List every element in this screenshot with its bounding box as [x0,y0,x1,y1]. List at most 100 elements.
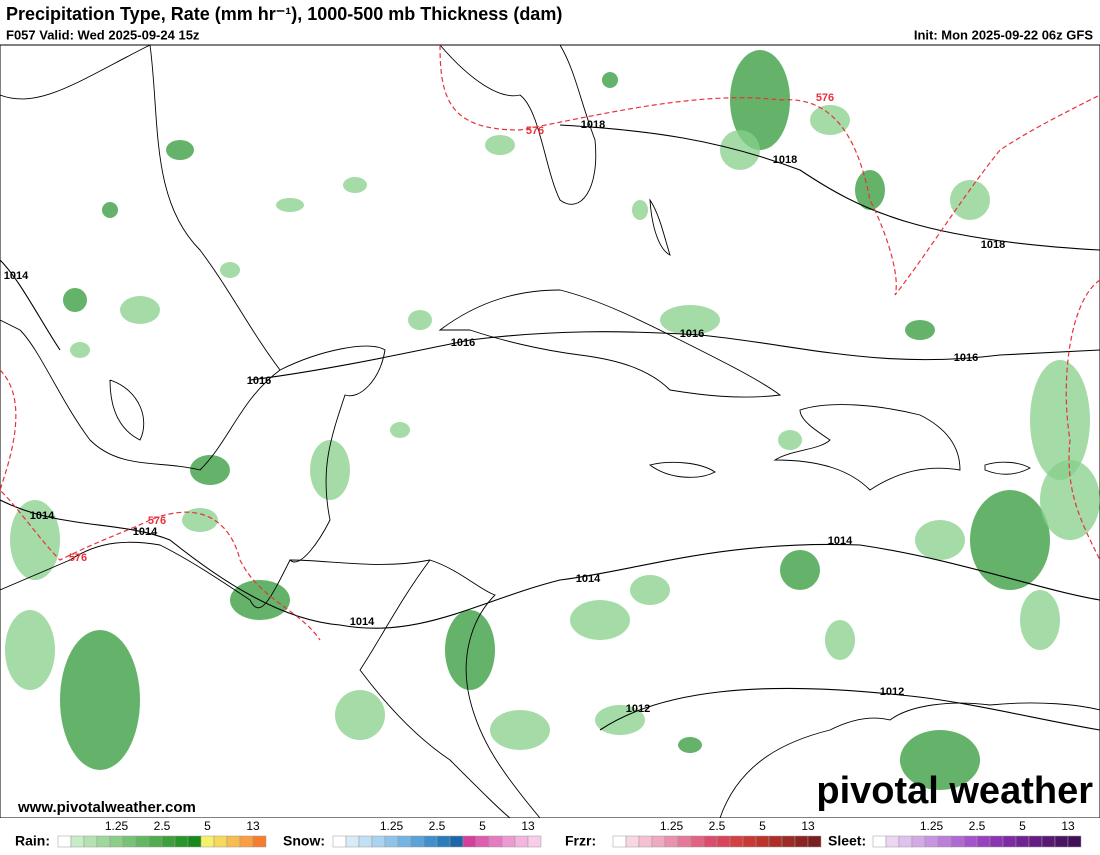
precip-area [602,72,618,88]
contour-label: 1018 [581,119,605,131]
precip-area [630,575,670,605]
legend-swatch [213,835,228,848]
valid-time: F057 Valid: Wed 2025-09-24 15z [6,27,200,42]
precip-area [660,305,720,335]
legend-swatch [963,835,978,848]
contour-label: 1014 [576,573,601,585]
legend-swatch [1054,835,1069,848]
legend-label: Rain: [15,833,50,849]
contour-label: 1018 [773,154,797,166]
legend-swatch [768,835,783,848]
legend-label: Frzr: [565,833,596,849]
legend-swatch [345,835,360,848]
isobars [0,124,1100,731]
legend-swatch [161,835,176,848]
legend-swatch [371,835,386,848]
legend-swatch [410,835,425,848]
precip-area [182,508,218,532]
contour-label: 1018 [981,239,1005,251]
precip-area [190,455,230,485]
watermark: pivotal weather [816,770,1093,812]
legend-swatch [1067,835,1082,848]
contour-label: 1016 [247,375,271,387]
legend-swatch [226,835,241,848]
legend-swatch [122,835,137,848]
contour-label: 576 [69,552,87,564]
legend-swatch [436,835,451,848]
precip-area [5,610,55,690]
legend-tick: 1.25 [660,819,684,833]
legend-swatch [239,835,254,848]
precip-area [310,440,350,500]
precip-area [1040,460,1100,540]
contour-label: 576 [526,125,544,137]
contour-label: 1014 [4,270,29,282]
legend-swatch [625,835,640,848]
legend-swatch [514,835,529,848]
precip-area [166,140,194,160]
legend-tick: 1.25 [920,819,944,833]
legend-tick: 2.5 [154,819,171,833]
legend-swatch [651,835,666,848]
legend-tick: 13 [246,819,260,833]
legend-tick: 13 [1061,819,1075,833]
legend-tick: 5 [759,819,766,833]
precip-area [390,422,410,438]
legend-swatch [423,835,438,848]
coastlines [0,44,1100,819]
legend-tick: 2.5 [429,819,446,833]
legend-tick: 5 [1019,819,1026,833]
legend-swatch [1002,835,1017,848]
precip-area [855,170,885,210]
legend-swatch [449,835,464,848]
legend-swatch [70,835,85,848]
precip-area [220,262,240,278]
legend-swatch [1041,835,1056,848]
legend-swatch [729,835,744,848]
legend-swatch [109,835,124,848]
precip-area [570,600,630,640]
legend-swatch [501,835,516,848]
precip-area [335,690,385,740]
precip-area [408,310,432,330]
precip-area [60,630,140,770]
legend-swatch [57,835,72,848]
map-frame [0,44,1100,819]
precip-area [915,520,965,560]
legend-swatch [690,835,705,848]
precip-area [730,50,790,150]
legend-tick: 13 [521,819,535,833]
contour-label: 1016 [680,328,704,340]
legend-swatch [252,835,267,848]
legend-swatch [174,835,189,848]
legend-swatch [332,835,347,848]
precip-area [810,105,850,135]
legend-tick: 2.5 [969,819,986,833]
legend-swatch [664,835,679,848]
legend-swatch [358,835,373,848]
precip-area [120,296,160,324]
legend-swatch [135,835,150,848]
url: www.pivotalweather.com [17,799,196,816]
legend-swatch [703,835,718,848]
legend-swatch [950,835,965,848]
precip-area [102,202,118,218]
legend-swatch [898,835,913,848]
legend-swatch [781,835,796,848]
precip-area [276,198,304,212]
legend-tick: 1.25 [380,819,404,833]
legend-swatch [794,835,809,848]
precip-area [445,610,495,690]
contour-label: 1014 [828,535,853,547]
contour-label: 1012 [626,703,650,715]
legend-label: Snow: [283,833,325,849]
legend-tick: 1.25 [105,819,129,833]
legend-swatch [976,835,991,848]
legend-swatch [527,835,542,848]
precip-area [900,730,980,790]
title: Precipitation Type, Rate (mm hr⁻¹), 1000… [6,4,562,24]
legend-swatch [638,835,653,848]
precip-area [825,620,855,660]
legend-swatch [872,835,887,848]
